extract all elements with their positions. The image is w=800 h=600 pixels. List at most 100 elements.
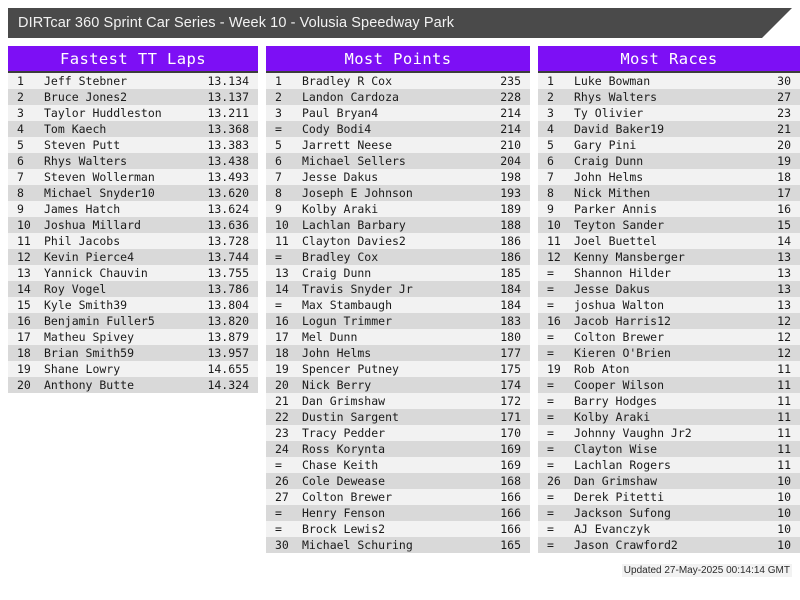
- row-driver-name: Joel Buettel: [574, 234, 658, 248]
- row-driver-name: Craig Dunn: [302, 266, 372, 280]
- row-position: 3: [275, 106, 282, 120]
- table-row: 24 Ross Korynta 169: [266, 441, 530, 457]
- row-position: 10: [17, 218, 31, 232]
- table-row: 8 Nick Mithen 17: [538, 185, 800, 201]
- row-value: 186: [500, 250, 521, 264]
- row-value: 11: [777, 378, 791, 392]
- row-driver-name: Shane Lowry: [44, 362, 121, 376]
- row-value: 16: [777, 202, 791, 216]
- row-value: 30: [777, 74, 791, 88]
- row-driver-name: Kieren O'Brien: [574, 346, 671, 360]
- row-value: 13.804: [207, 298, 249, 312]
- table-row: 3 Ty Olivier 23: [538, 105, 800, 121]
- row-position: 13: [17, 266, 31, 280]
- row-value: 166: [500, 490, 521, 504]
- row-driver-name: Cole Dewease: [302, 474, 386, 488]
- row-position: 10: [275, 218, 289, 232]
- table-row: = Colton Brewer 12: [538, 329, 800, 345]
- row-driver-name: Tom Kaech: [44, 122, 107, 136]
- row-value: 189: [500, 202, 521, 216]
- row-driver-name: Max Stambaugh: [302, 298, 393, 312]
- row-position: =: [275, 506, 282, 520]
- footer: Updated 27-May-2025 00:14:14 GMT: [8, 558, 792, 577]
- panel-title-fastest-tt-laps: Fastest TT Laps: [8, 46, 258, 73]
- row-driver-name: Dan Grimshaw: [574, 474, 658, 488]
- row-driver-name: Kyle Smith39: [44, 298, 128, 312]
- row-driver-name: AJ Evanczyk: [574, 522, 651, 536]
- row-position: 16: [547, 314, 561, 328]
- row-value: 13: [777, 298, 791, 312]
- row-value: 170: [500, 426, 521, 440]
- row-driver-name: John Helms: [574, 170, 644, 184]
- row-value: 14: [777, 234, 791, 248]
- table-row: 27 Colton Brewer 166: [266, 489, 530, 505]
- row-position: 6: [275, 154, 282, 168]
- row-value: 168: [500, 474, 521, 488]
- row-position: 1: [275, 74, 282, 88]
- row-value: 13.620: [207, 186, 249, 200]
- row-value: 13.211: [207, 106, 249, 120]
- row-driver-name: Teyton Sander: [574, 218, 665, 232]
- table-row: = Jason Crawford2 10: [538, 537, 800, 553]
- table-row: 23 Tracy Pedder 170: [266, 425, 530, 441]
- row-value: 13.744: [207, 250, 249, 264]
- table-row: = Cody Bodi4 214: [266, 121, 530, 137]
- row-position: 7: [17, 170, 24, 184]
- row-position: =: [547, 298, 554, 312]
- table-row: 5 Jarrett Neese 210: [266, 137, 530, 153]
- table-row: = Barry Hodges 11: [538, 393, 800, 409]
- row-value: 10: [777, 506, 791, 520]
- row-position: 4: [547, 122, 554, 136]
- row-value: 14.324: [207, 378, 249, 392]
- row-driver-name: Joshua Millard: [44, 218, 141, 232]
- row-driver-name: Kolby Araki: [302, 202, 379, 216]
- table-row: 1 Bradley R Cox 235: [266, 73, 530, 89]
- row-position: 15: [17, 298, 31, 312]
- table-row: = Jesse Dakus 13: [538, 281, 800, 297]
- table-row: 5 Gary Pini 20: [538, 137, 800, 153]
- row-driver-name: Benjamin Fuller5: [44, 314, 155, 328]
- row-driver-name: Dan Grimshaw: [302, 394, 386, 408]
- row-driver-name: Rhys Walters: [574, 90, 658, 104]
- row-driver-name: Kevin Pierce4: [44, 250, 135, 264]
- row-position: =: [547, 506, 554, 520]
- row-driver-name: Steven Wollerman: [44, 170, 155, 184]
- row-driver-name: Steven Putt: [44, 138, 121, 152]
- table-row: 11 Phil Jacobs 13.728: [8, 233, 258, 249]
- row-value: 10: [777, 538, 791, 552]
- row-position: 6: [547, 154, 554, 168]
- row-value: 184: [500, 282, 521, 296]
- row-value: 166: [500, 522, 521, 536]
- row-value: 166: [500, 506, 521, 520]
- row-value: 13.383: [207, 138, 249, 152]
- table-row: = Jackson Sufong 10: [538, 505, 800, 521]
- table-row: 16 Jacob Harris12 12: [538, 313, 800, 329]
- row-driver-name: Clayton Davies2: [302, 234, 406, 248]
- row-driver-name: Kolby Araki: [574, 410, 651, 424]
- panel-body-fastest-tt-laps: 1 Jeff Stebner 13.134 2 Bruce Jones2 13.137 3 T…: [8, 73, 258, 393]
- table-row: 20 Nick Berry 174: [266, 377, 530, 393]
- row-value: 185: [500, 266, 521, 280]
- table-row: 10 Lachlan Barbary 188: [266, 217, 530, 233]
- row-value: 21: [777, 122, 791, 136]
- row-value: 11: [777, 426, 791, 440]
- row-value: 13.728: [207, 234, 249, 248]
- row-position: 3: [17, 106, 24, 120]
- row-position: =: [275, 522, 282, 536]
- table-row: 6 Craig Dunn 19: [538, 153, 800, 169]
- table-row: = Brock Lewis2 166: [266, 521, 530, 537]
- row-driver-name: Tracy Pedder: [302, 426, 386, 440]
- row-driver-name: Joseph E Johnson: [302, 186, 413, 200]
- row-position: 3: [547, 106, 554, 120]
- panel-body-most-points: 1 Bradley R Cox 235 2 Landon Cardoza 228 3 Paul…: [266, 73, 530, 553]
- row-driver-name: John Helms: [302, 346, 372, 360]
- row-driver-name: Kenny Mansberger: [574, 250, 685, 264]
- row-driver-name: Johnny Vaughn Jr2: [574, 426, 692, 440]
- row-position: 7: [275, 170, 282, 184]
- row-value: 183: [500, 314, 521, 328]
- row-driver-name: joshua Walton: [574, 298, 665, 312]
- table-row: 4 Tom Kaech 13.368: [8, 121, 258, 137]
- row-value: 235: [500, 74, 521, 88]
- table-row: 14 Travis Snyder Jr 184: [266, 281, 530, 297]
- table-row: 11 Clayton Davies2 186: [266, 233, 530, 249]
